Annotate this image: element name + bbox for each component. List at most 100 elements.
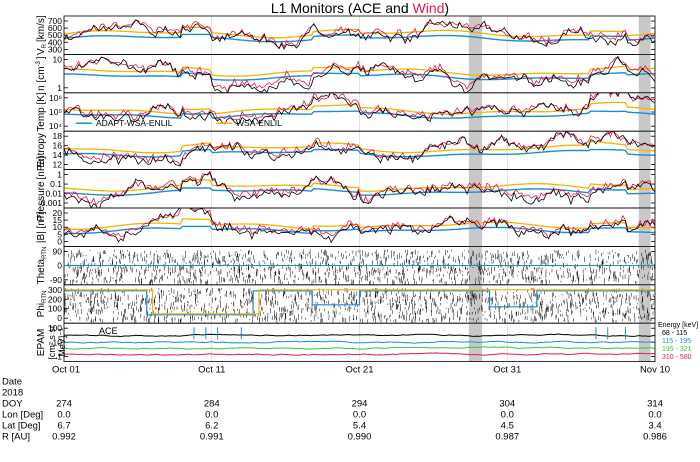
energy-legend-item: 310 - 580 bbox=[662, 354, 692, 361]
ace-scatter bbox=[64, 249, 655, 285]
y-tick-label: 700 bbox=[48, 16, 62, 26]
panel-2: 10 1 n [cm-3] bbox=[36, 54, 656, 94]
y-tick-label: 400 bbox=[48, 37, 62, 47]
panel-9: 100 10 1 EPAM [cm² s sr MeV]⁻¹ ACE Energy [keV]… bbox=[36, 322, 698, 363]
y-label-main: Entropy bbox=[36, 133, 47, 167]
panel-frame bbox=[63, 322, 656, 363]
footer-row-label: 2018 bbox=[2, 388, 23, 399]
y-axis-label: n [cm-3] bbox=[36, 56, 47, 91]
panel-data bbox=[64, 287, 655, 324]
panel-data bbox=[64, 208, 655, 244]
footer-value: 284 bbox=[204, 399, 220, 410]
y-tick-label: 0.01 bbox=[45, 189, 62, 199]
footer-row-label: R [AU] bbox=[2, 432, 30, 443]
footer-value: 0.986 bbox=[643, 432, 667, 443]
x-tick-label: Oct 31 bbox=[493, 365, 521, 376]
adapt-model-line bbox=[64, 290, 655, 316]
y-axis-label: Pressure[nPa] bbox=[36, 156, 47, 222]
y-tick-label: 10⁵ bbox=[49, 107, 62, 117]
y-tick-label: 600 bbox=[48, 23, 62, 33]
y-tick-label: 100 bbox=[48, 304, 62, 314]
footer-value: 0.0 bbox=[205, 410, 218, 421]
footer-value: 0.0 bbox=[501, 410, 514, 421]
footer-value: 0.987 bbox=[495, 432, 519, 443]
y-axis-unit-line: MeV]⁻¹ bbox=[57, 328, 67, 357]
y-tick-label: 0 bbox=[57, 236, 62, 246]
y-label-main: Theta bbox=[36, 258, 47, 284]
y-tick-label: 10⁶ bbox=[49, 93, 62, 103]
epam-channel-2 bbox=[64, 340, 655, 344]
wind-series bbox=[64, 19, 655, 50]
epam-channel-4 bbox=[64, 352, 655, 356]
wsa-model-line bbox=[64, 289, 655, 315]
y-label-main: Phi bbox=[36, 303, 47, 317]
ace-series bbox=[64, 55, 655, 93]
y-axis-label: ThetaRTN bbox=[36, 247, 48, 285]
shaded-region bbox=[638, 16, 651, 55]
y-axis-label: VR[km/s] bbox=[36, 15, 48, 55]
y-tick-label: 14 bbox=[53, 150, 63, 160]
y-tick-label: 10⁴ bbox=[49, 121, 62, 131]
y-label-main: Temp [K] bbox=[36, 92, 47, 132]
y-tick-label: 10 bbox=[53, 337, 63, 347]
y-tick-label: 20 bbox=[53, 208, 63, 218]
y-tick-label: 1 bbox=[57, 170, 62, 180]
shaded-region bbox=[468, 54, 483, 93]
panel-data bbox=[64, 55, 655, 93]
y-label-main: n [cm bbox=[36, 66, 47, 90]
panel-data bbox=[64, 170, 655, 209]
footer-row-label: DOY bbox=[2, 399, 23, 410]
footer-value: 274 bbox=[56, 399, 72, 410]
shaded-region bbox=[638, 284, 651, 324]
footer-value: 0.990 bbox=[348, 432, 372, 443]
footer-value: 0.992 bbox=[52, 432, 76, 443]
y-tick-label: 100 bbox=[48, 323, 62, 333]
footer-value: 304 bbox=[499, 399, 515, 410]
wsa-model-line bbox=[64, 140, 655, 154]
y-tick-label: 16 bbox=[53, 141, 63, 151]
y-label-main: V bbox=[36, 48, 47, 55]
y-tick-label: 0.001 bbox=[41, 198, 63, 208]
footer-value: 0.0 bbox=[648, 410, 661, 421]
footer-value: 294 bbox=[352, 399, 368, 410]
footer-row-label: Lon [Deg] bbox=[2, 410, 43, 421]
y-axis-label: Temp [K] bbox=[36, 92, 47, 132]
energy-legend-item: 68 - 115 bbox=[662, 330, 687, 337]
y-label-main: Pressure bbox=[36, 181, 47, 221]
legend-label: WSA-ENLIL bbox=[236, 118, 282, 128]
shaded-region bbox=[638, 92, 651, 132]
y-tick-label: 12 bbox=[53, 160, 63, 170]
footer-value: 4.5 bbox=[501, 421, 514, 432]
y-axis-unit-line: [cm² s sr bbox=[47, 325, 57, 360]
y-tick-label: 300 bbox=[48, 44, 62, 54]
y-tick-label: 0 bbox=[57, 313, 62, 323]
title-prefix: L1 Monitors (ACE and bbox=[271, 0, 413, 16]
footer-value: 6.2 bbox=[205, 421, 218, 432]
x-tick-label: Oct 01 bbox=[52, 365, 80, 376]
energy-legend-title: Energy [keV] bbox=[658, 322, 698, 329]
footer-value: 0.0 bbox=[353, 410, 366, 421]
y-tick-label: 200 bbox=[48, 294, 62, 304]
y-label-main: EPAM bbox=[36, 329, 47, 357]
y-label-unit: [nPa] bbox=[36, 156, 47, 180]
y-label-unit: [km/s] bbox=[36, 15, 47, 42]
x-tick-label: Oct 11 bbox=[198, 365, 225, 376]
y-label-sub: R bbox=[42, 43, 48, 48]
y-label-sub: RTN bbox=[42, 247, 48, 259]
legend-label: ADAPT-WSA-ENLIL bbox=[96, 118, 173, 128]
panel-data bbox=[64, 18, 655, 50]
energy-legend-item: 115 - 195 bbox=[662, 338, 691, 345]
y-tick-label: 15 bbox=[53, 215, 63, 225]
y-label-sub: RTN bbox=[42, 291, 48, 303]
shaded-region bbox=[468, 92, 483, 132]
footer-value: 5.4 bbox=[353, 421, 366, 432]
panel-data bbox=[64, 131, 655, 167]
y-label-sup: -3 bbox=[36, 60, 42, 66]
y-tick-label: 300 bbox=[48, 285, 62, 295]
